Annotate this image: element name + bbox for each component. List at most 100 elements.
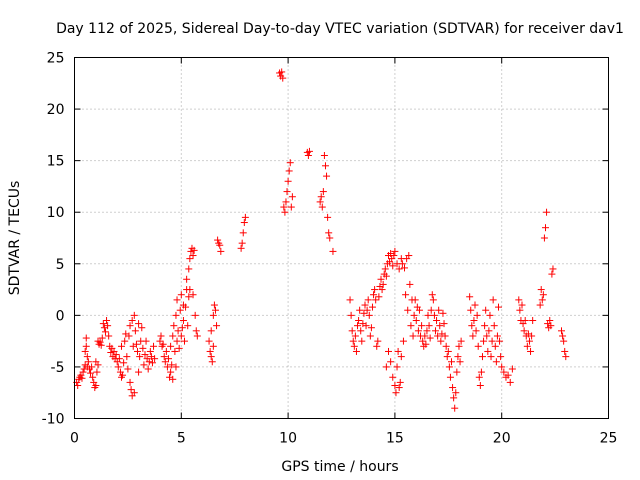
data-point	[491, 342, 499, 350]
data-point	[207, 327, 215, 335]
data-point	[508, 365, 516, 373]
data-point	[418, 322, 426, 330]
y-tick-label: 25	[47, 51, 65, 67]
data-point	[490, 322, 498, 330]
data-point	[487, 353, 495, 361]
y-tick-label: 0	[56, 308, 65, 324]
data-point	[370, 291, 378, 299]
data-point	[151, 355, 159, 363]
data-point	[561, 347, 569, 355]
data-point	[103, 317, 111, 325]
y-tick-label: 10	[47, 205, 65, 221]
data-point	[468, 322, 476, 330]
x-axis-label: GPS time / hours	[281, 459, 398, 475]
data-point	[145, 358, 153, 366]
data-point	[382, 272, 390, 280]
data-point	[349, 337, 357, 345]
data-point	[536, 301, 544, 309]
data-point	[515, 296, 523, 304]
data-point	[318, 203, 326, 211]
data-point	[88, 363, 96, 371]
data-point	[489, 296, 497, 304]
data-point	[163, 363, 171, 371]
data-point	[498, 363, 506, 371]
data-point	[391, 247, 399, 255]
data-point	[317, 193, 325, 201]
data-point	[405, 252, 413, 260]
data-point	[452, 389, 460, 397]
data-point	[457, 337, 465, 345]
data-point	[382, 363, 390, 371]
data-point	[360, 309, 368, 317]
data-point	[185, 293, 193, 301]
data-point	[443, 353, 451, 361]
data-point	[183, 275, 191, 283]
data-point	[169, 332, 177, 340]
data-point	[168, 361, 176, 369]
data-point	[288, 193, 296, 201]
data-point	[399, 337, 407, 345]
data-point	[547, 322, 555, 330]
data-point	[352, 347, 360, 355]
data-point	[82, 342, 90, 350]
data-point	[488, 337, 496, 345]
data-point	[434, 332, 442, 340]
data-point	[361, 301, 369, 309]
data-point	[171, 347, 179, 355]
data-point	[437, 337, 445, 345]
x-tick-label: 25	[600, 431, 618, 447]
data-point	[423, 327, 431, 335]
data-point	[485, 327, 493, 335]
data-point	[493, 332, 501, 340]
data-point	[474, 342, 482, 350]
data-point	[114, 363, 122, 371]
data-point	[83, 353, 91, 361]
data-point	[206, 347, 214, 355]
data-point	[538, 296, 546, 304]
data-point	[107, 348, 115, 356]
data-point	[475, 373, 483, 381]
data-point	[395, 265, 403, 273]
data-point	[185, 265, 193, 273]
x-tick-label: 10	[279, 431, 297, 447]
data-point	[486, 311, 494, 319]
data-point	[395, 384, 403, 392]
data-point	[528, 332, 536, 340]
data-point	[167, 368, 175, 376]
data-point	[520, 327, 528, 335]
data-point	[157, 332, 165, 340]
data-point	[209, 342, 217, 350]
data-point	[112, 351, 120, 359]
data-point	[326, 234, 334, 242]
data-point	[351, 332, 359, 340]
data-point	[159, 340, 167, 348]
data-point	[401, 264, 409, 272]
data-point	[539, 291, 547, 299]
data-point	[496, 337, 504, 345]
data-point	[500, 368, 508, 376]
data-point	[281, 208, 289, 216]
data-point	[467, 306, 475, 314]
data-point	[316, 198, 324, 206]
data-point	[179, 317, 187, 325]
data-point	[74, 381, 82, 389]
data-point	[131, 327, 139, 335]
data-point	[402, 291, 410, 299]
data-point	[115, 355, 123, 363]
data-point	[93, 368, 101, 376]
data-point	[162, 347, 170, 355]
data-point	[381, 265, 389, 273]
data-point	[347, 311, 355, 319]
data-point	[426, 334, 434, 342]
data-point	[305, 147, 313, 155]
data-point	[435, 306, 443, 314]
data-point	[139, 344, 147, 352]
data-point	[378, 286, 386, 294]
data-point	[142, 337, 150, 345]
data-point	[191, 311, 199, 319]
data-point	[473, 311, 481, 319]
data-point	[374, 337, 382, 345]
data-point	[282, 198, 290, 206]
data-point	[190, 246, 198, 254]
